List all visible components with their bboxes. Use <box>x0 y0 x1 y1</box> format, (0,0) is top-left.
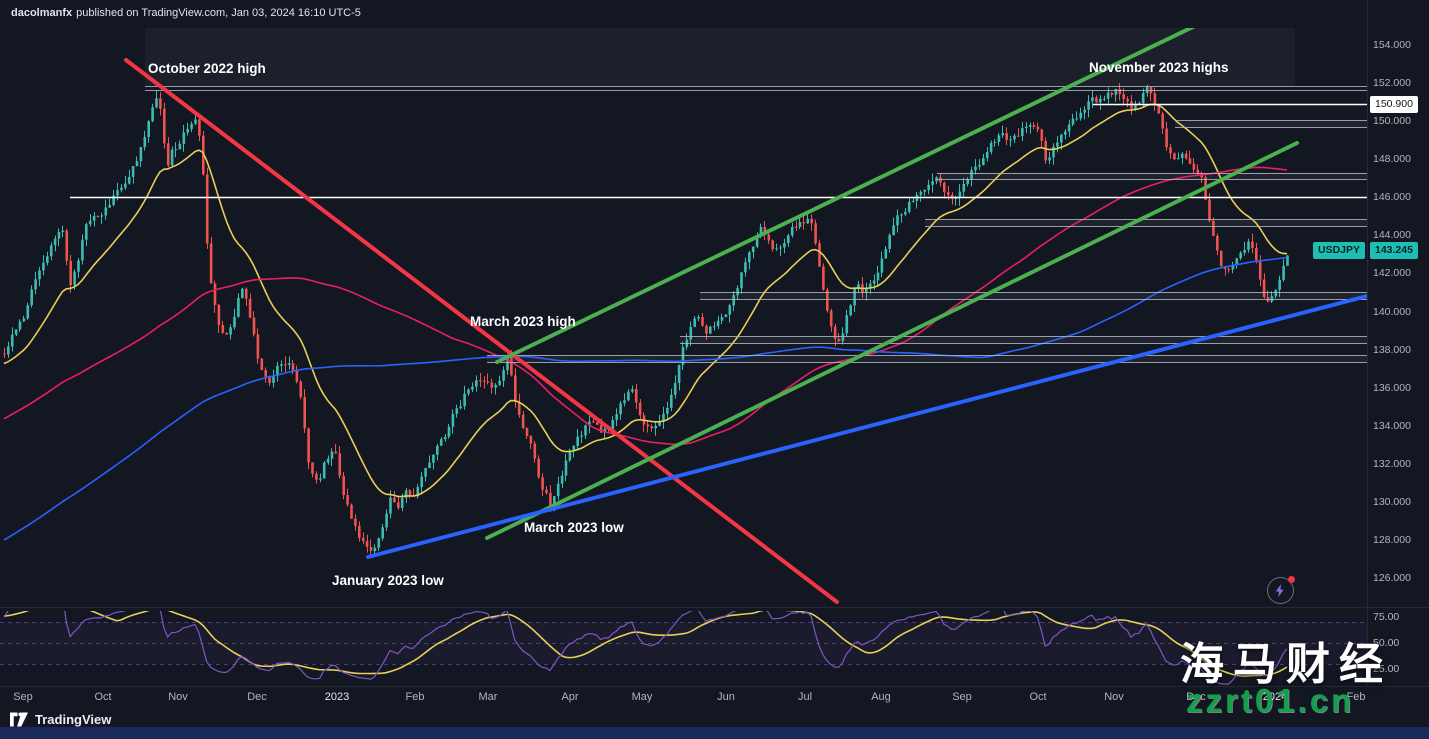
publish-info: published on TradingView.com, Jan 03, 20… <box>76 7 361 19</box>
tradingview-logo-icon[interactable] <box>10 712 28 727</box>
price-axis[interactable]: 150.900 143.245 154.000 152.000 150.000 148… <box>1367 0 1429 739</box>
chart-annotation: March 2023 high <box>470 314 576 329</box>
price-axis-label: 154.000 <box>1373 39 1411 51</box>
price-axis-label: 126.000 <box>1373 572 1411 584</box>
bottom-strip <box>0 727 1429 739</box>
publish-header: dacolmanfx published on TradingView.com, … <box>11 7 361 19</box>
price-axis-label: 152.000 <box>1373 77 1411 90</box>
time-axis-label: Sep <box>13 691 33 703</box>
time-axis-label: Aug <box>871 691 891 703</box>
price-axis-label: 150.000 <box>1373 115 1411 128</box>
price-axis-label: 136.000 <box>1373 381 1411 394</box>
chart-annotation: January 2023 low <box>332 573 444 588</box>
price-axis-label: 142.000 <box>1373 267 1411 280</box>
footer-bar: TradingView <box>10 712 111 727</box>
time-axis-label: Nov <box>168 691 188 703</box>
time-axis-label: Jul <box>797 691 813 703</box>
chart-annotation: October 2022 high <box>148 61 266 76</box>
price-axis-label: 128.000 <box>1373 533 1411 546</box>
time-axis-label: Mar <box>478 691 498 703</box>
watermark-line1: 海马财经 <box>1180 640 1392 689</box>
rsi-axis-label: 25.00 <box>1373 663 1400 675</box>
price-axis-label: 144.000 <box>1373 229 1411 242</box>
price-axis-label: 132.000 <box>1373 457 1411 470</box>
boost-button[interactable] <box>1267 576 1295 604</box>
price-axis-label: 138.000 <box>1373 343 1411 356</box>
price-axis-label: 140.000 <box>1373 305 1411 318</box>
rsi-axis-label: 50.00 <box>1373 637 1400 649</box>
time-axis-label: Dec <box>247 691 267 703</box>
time-axis-label: Dec <box>1186 691 1206 703</box>
chart-annotation: March 2023 low <box>524 520 624 535</box>
rsi-axis-label: 75.00 <box>1373 611 1400 623</box>
time-axis-label: Feb <box>405 691 425 703</box>
time-axis-label: Apr <box>561 691 579 703</box>
time-axis-label: Oct <box>1029 691 1047 703</box>
publisher-username: dacolmanfx <box>11 7 73 19</box>
level-price-axis-badge: 150.900 <box>1370 96 1418 113</box>
lightning-icon <box>1275 583 1284 598</box>
time-axis-label: 2023 <box>324 691 350 703</box>
time-axis-label: Nov <box>1104 691 1124 703</box>
time-axis-label: Jun <box>717 691 735 703</box>
time-axis-label: 2024 <box>1262 691 1288 703</box>
last-price-axis-badge: 143.245 <box>1370 241 1418 259</box>
tradingview-brand[interactable]: TradingView <box>35 712 112 727</box>
price-axis-label: 134.000 <box>1373 419 1411 432</box>
chart-annotation: November 2023 highs <box>1089 60 1229 75</box>
time-axis[interactable]: Sep Oct Nov Dec 2023 Feb Mar Apr May Jun Jul Aug Sep… <box>0 691 1429 707</box>
symbol-last-value-badge: USDJPY <box>1312 241 1365 259</box>
time-axis-label: Feb <box>1346 691 1366 703</box>
watermark-line2: zzrt01.cn <box>1186 682 1355 719</box>
price-axis-label: 146.000 <box>1373 191 1411 204</box>
price-axis-label: 130.000 <box>1373 495 1411 508</box>
notification-dot <box>1288 576 1295 583</box>
time-axis-label: Oct <box>94 691 112 703</box>
time-axis-label: Sep <box>952 691 972 703</box>
price-axis-label: 148.000 <box>1373 153 1411 166</box>
time-axis-label: May <box>631 691 653 703</box>
